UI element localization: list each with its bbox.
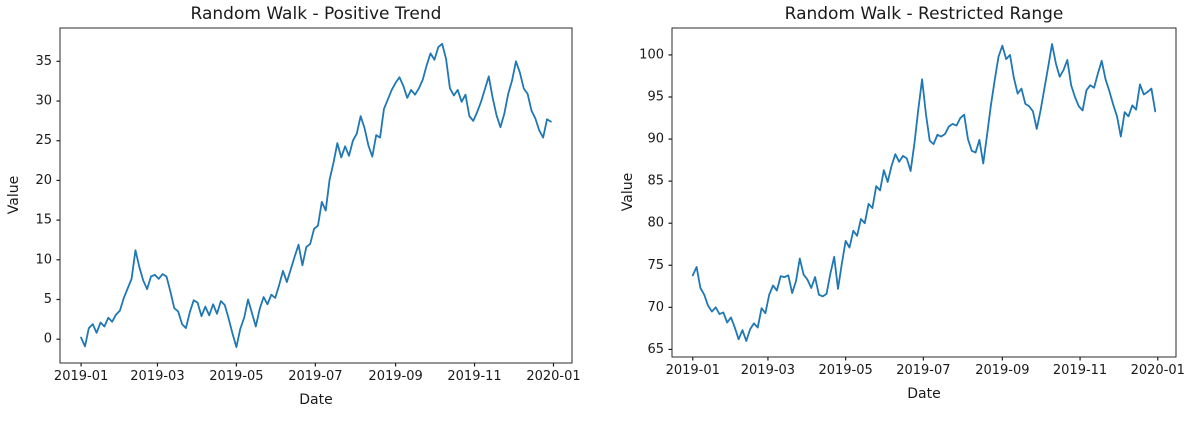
x-tick-label: 2020-01: [1131, 363, 1185, 378]
y-axis-label: Value: [620, 172, 636, 212]
y-tick-label: 80: [647, 216, 664, 231]
x-tick-label: 2019-05: [818, 363, 872, 378]
y-tick-label: 20: [35, 173, 52, 188]
x-tick-label: 2019-01: [54, 369, 108, 384]
y-tick-label: 85: [647, 174, 664, 189]
x-axis-label: Date: [907, 386, 941, 402]
x-tick-label: 2019-07: [288, 369, 342, 384]
x-tick-label: 2019-07: [896, 363, 950, 378]
y-tick-label: 65: [647, 342, 664, 357]
axes-frame: [59, 27, 573, 364]
y-axis-label: Value: [6, 175, 22, 215]
series-line: [80, 42, 552, 349]
y-tick-label: 15: [35, 213, 52, 228]
x-tick-label: 2019-11: [447, 369, 501, 384]
y-tick-label: 75: [647, 258, 664, 273]
chart-positive-trend: Random Walk - Positive Trend 0 5 10 15 20 25 3…: [6, 4, 581, 408]
chart-title: Random Walk - Restricted Range: [784, 4, 1064, 24]
y-tick-label: 10: [35, 252, 52, 267]
chart-restricted-range: Random Walk - Restricted Range 65 70 75 80 8…: [601, 0, 1202, 421]
x-tick-label: 2019-01: [666, 363, 720, 378]
y-tick-label: 70: [647, 300, 664, 315]
y-tick-label: 5: [44, 292, 52, 307]
plot-area: 0 5 10 15 20 25 30 35 2019-01 2019-03 2019-05 2019-…: [35, 27, 581, 384]
plot-area: 65 70 75 80 85 90 95 100 2019-01 2019-03 2019-05 20…: [639, 27, 1185, 378]
y-tick-label: 30: [35, 94, 52, 109]
y-tick-label: 95: [647, 89, 664, 104]
y-tick-label: 25: [35, 133, 52, 148]
x-tick-label: 2019-05: [209, 369, 263, 384]
series-line: [691, 43, 1157, 342]
chart-title: Random Walk - Positive Trend: [190, 4, 442, 24]
y-tick-label: 0: [44, 332, 52, 347]
y-tick-label: 100: [639, 47, 664, 62]
x-tick-label: 2020-01: [526, 369, 580, 384]
x-tick-label: 2019-09: [368, 369, 422, 384]
x-tick-label: 2019-03: [130, 369, 184, 384]
x-tick-label: 2019-11: [1053, 363, 1107, 378]
axes-frame: [671, 27, 1177, 358]
x-tick-label: 2019-03: [741, 363, 795, 378]
y-tick-label: 35: [35, 54, 52, 69]
x-axis-label: Date: [299, 392, 333, 408]
y-tick-label: 90: [647, 132, 664, 147]
x-tick-label: 2019-09: [975, 363, 1029, 378]
